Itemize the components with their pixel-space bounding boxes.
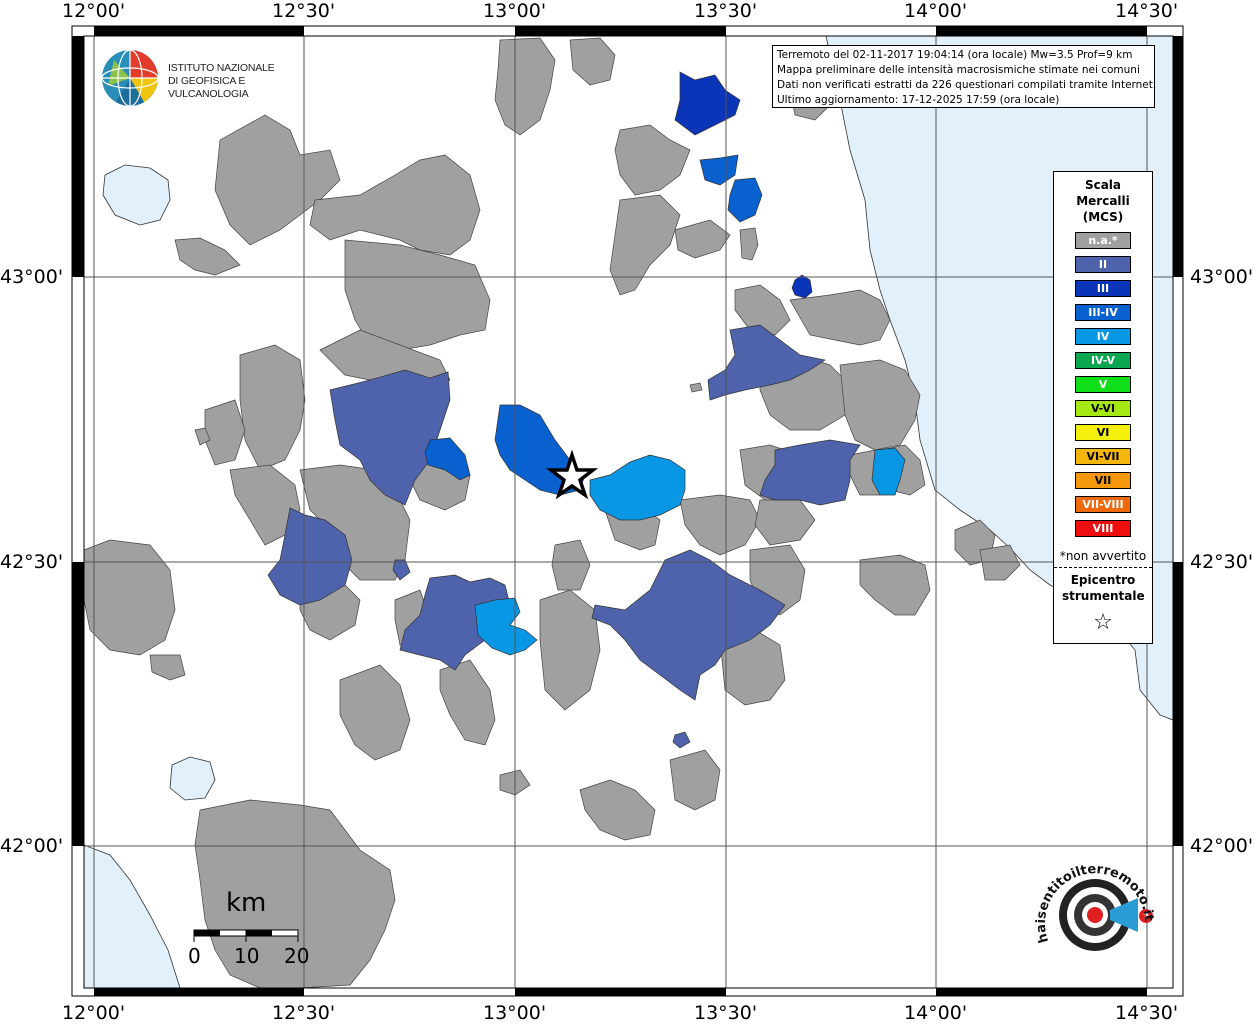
lon-label-bottom-1: 12°00' — [62, 1002, 126, 1024]
lon-label-top-2: 12°30' — [272, 0, 336, 22]
lon-label-top-3: 13°00' — [483, 0, 547, 22]
ingv-name-line1: ISTITUTO NAZIONALE — [168, 62, 275, 74]
legend-item: V-VI — [1075, 400, 1131, 417]
lat-label-left-1: 43°00' — [0, 266, 64, 288]
lon-label-top-1: 12°00' — [62, 0, 126, 22]
municipalities-intensity-ii — [267, 324, 861, 749]
event-info-box: Terremoto del 02-11-2017 19:04:14 (ora l… — [772, 45, 1157, 108]
lat-label-right-2: 42°30' — [1190, 551, 1254, 573]
lon-label-bottom-2: 12°30' — [272, 1002, 336, 1024]
ingv-name: ISTITUTO NAZIONALE DI GEOFISICA E VULCAN… — [168, 62, 320, 101]
lake-bracciano — [169, 756, 216, 801]
svg-text:?: ? — [1143, 912, 1149, 923]
municipalities-intensity-iv — [474, 447, 906, 656]
lat-label-left-2: 42°30' — [0, 551, 64, 573]
legend-item: IV — [1075, 328, 1131, 345]
legend-items: n.a.* II III III-IV IV IV-V V V-VI VI VI-VII VII VI… — [1054, 232, 1152, 537]
legend-item: n.a.* — [1075, 232, 1131, 249]
event-info-line1: Terremoto del 02-11-2017 19:04:14 (ora l… — [777, 49, 1133, 61]
legend-item: VI — [1075, 424, 1131, 441]
legend-title: Scala Mercalli (MCS) — [1076, 178, 1130, 224]
legend-epicenter-star-icon: ☆ — [1093, 610, 1113, 635]
legend-item: II — [1075, 256, 1131, 273]
lon-label-bottom-6: 14°30' — [1115, 1002, 1179, 1024]
map-frame — [71, 25, 1184, 997]
lon-label-bottom-5: 14°00' — [904, 1002, 968, 1024]
legend-item: VII-VIII — [1075, 496, 1131, 513]
haisentito-logo: ? haisentitoilterremoto.it — [1030, 850, 1160, 980]
municipalities-intensity-iii — [674, 71, 813, 299]
ingv-globe-icon — [101, 49, 159, 107]
lon-label-top-4: 13°30' — [694, 0, 758, 22]
scale-tick-10: 10 — [234, 944, 260, 968]
scale-bar: km 0 10 20 — [186, 888, 316, 978]
legend-item: III — [1075, 280, 1131, 297]
legend-item: VI-VII — [1075, 448, 1131, 465]
legend-item: VII — [1075, 472, 1131, 489]
lon-label-bottom-4: 13°30' — [694, 1002, 758, 1024]
lat-label-right-1: 43°00' — [1190, 266, 1254, 288]
event-info-line4: Ultimo aggiornamento: 17-12-2025 17:59 (… — [777, 94, 1060, 106]
legend-note: *non avvertito — [1054, 549, 1152, 568]
graticule — [84, 36, 1173, 988]
ingv-logo: ISTITUTO NAZIONALE DI GEOFISICA E VULCAN… — [100, 46, 320, 110]
epicenter-star-icon — [545, 449, 599, 500]
legend-epicenter-label: Epicentro strumentale — [1062, 573, 1145, 603]
legend-item: VIII — [1075, 520, 1131, 537]
ingv-name-line2: DI GEOFISICA E VULCANOLOGIA — [168, 75, 249, 100]
scale-bar-graphic — [193, 929, 299, 942]
event-info-line2: Mappa preliminare delle intensità macros… — [777, 64, 1140, 76]
legend-item: IV-V — [1075, 352, 1131, 369]
scale-tick-0: 0 — [188, 944, 201, 968]
legend-item: V — [1075, 376, 1131, 393]
scale-tick-20: 20 — [284, 944, 310, 968]
lon-label-bottom-3: 13°00' — [483, 1002, 547, 1024]
lon-label-top-5: 14°00' — [904, 0, 968, 22]
intensity-legend: Scala Mercalli (MCS) n.a.* II III III-IV IV I… — [1053, 171, 1153, 644]
haisentito-logo-icon: ? haisentitoilterremoto.it — [1034, 862, 1156, 951]
scale-unit: km — [226, 888, 267, 918]
lake-trasimeno — [102, 164, 171, 226]
event-info-line3: Dati non verificati estratti da 226 ques… — [777, 79, 1157, 91]
lat-label-right-3: 42°00' — [1190, 835, 1254, 857]
lat-label-left-3: 42°00' — [0, 835, 64, 857]
legend-item: III-IV — [1075, 304, 1131, 321]
lon-label-top-6: 14°30' — [1115, 0, 1179, 22]
